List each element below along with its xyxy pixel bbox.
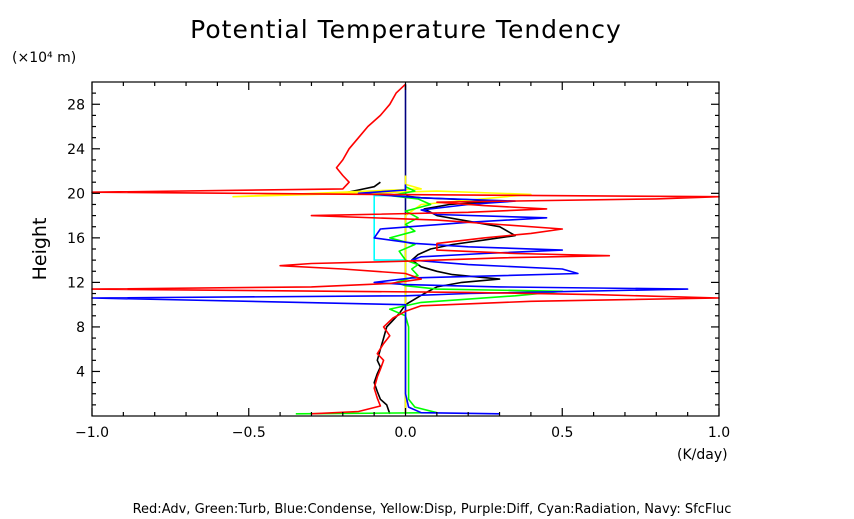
series-line-4 bbox=[295, 185, 564, 415]
x-axis-unit: (K/day) bbox=[677, 447, 728, 463]
y-tick-label: 24 bbox=[67, 142, 85, 158]
x-tick-label: 0.0 bbox=[394, 425, 416, 441]
x-tick-label: −0.5 bbox=[232, 425, 266, 441]
y-tick-label: 12 bbox=[67, 275, 85, 291]
y-tick-label: 28 bbox=[67, 97, 85, 113]
series-line-5 bbox=[91, 184, 689, 415]
legend-text: Red:Adv, Green:Turb, Blue:Condense, Yell… bbox=[133, 502, 732, 517]
x-tick-label: 0.5 bbox=[551, 425, 573, 441]
series-line-6 bbox=[91, 83, 720, 415]
x-tick-label: −1.0 bbox=[75, 425, 109, 441]
x-tick-label: 1.0 bbox=[708, 425, 730, 441]
series-line-0 bbox=[341, 181, 517, 415]
y-tick-label: 8 bbox=[76, 320, 85, 336]
tick-layer: −1.0 −0.5 0.0 0.5 1.0 4 8 12 16 20 24 28 bbox=[67, 82, 730, 441]
y-axis-unit: (×10⁴ m) bbox=[12, 50, 76, 66]
y-tick-label: 4 bbox=[76, 364, 85, 380]
series-layer bbox=[91, 83, 720, 415]
y-tick-label: 16 bbox=[67, 231, 85, 247]
y-axis-label: Height bbox=[29, 218, 51, 281]
y-tick-label: 20 bbox=[67, 186, 85, 202]
series-line-3 bbox=[232, 175, 532, 414]
chart-title: Potential Temperature Tendency bbox=[190, 15, 622, 44]
